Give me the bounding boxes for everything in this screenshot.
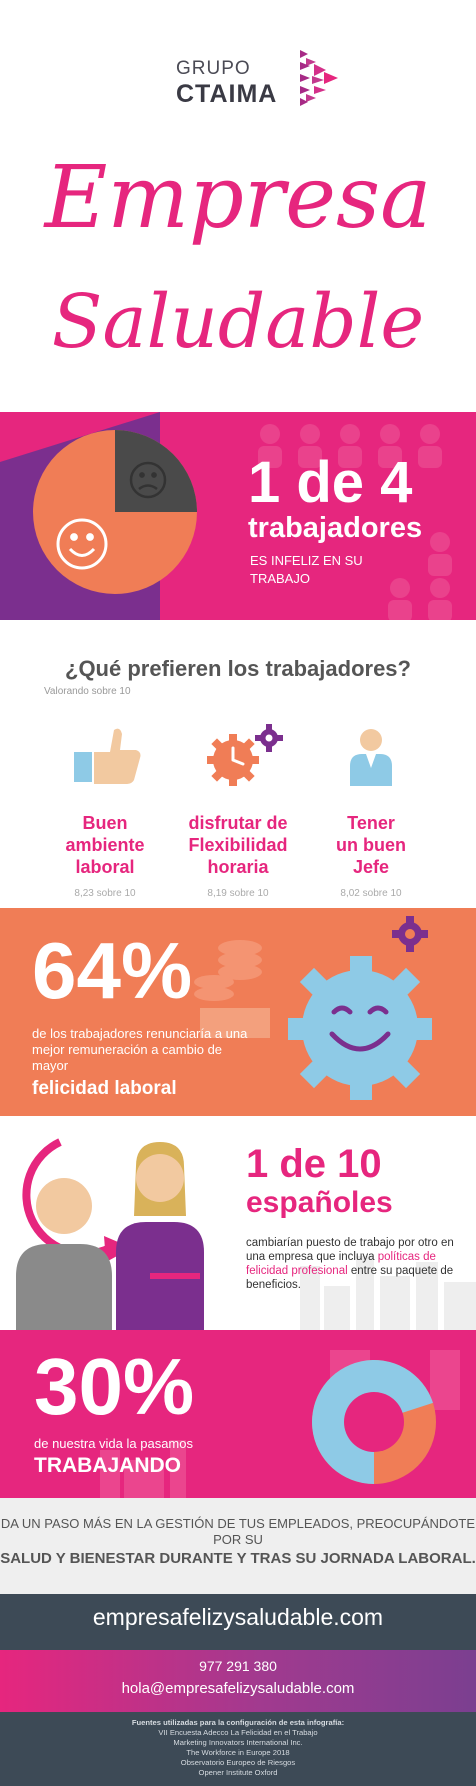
source-item: The Workforce in Europe 2018: [186, 1748, 290, 1757]
preference-score: 8,23 sobre 10: [74, 888, 136, 899]
preferences-title: ¿Qué prefieren los trabajadores?: [65, 656, 411, 681]
logo-line1: GRUPO: [176, 58, 251, 79]
section-background: [0, 412, 452, 620]
preference-label: disfrutar de Flexibilidad horaria: [188, 813, 288, 877]
email-link[interactable]: hola@empresafelizysaludable.com: [121, 1680, 355, 1697]
stat-4-emphasis: TRABAJANDO: [34, 1454, 181, 1477]
section-decoration: [100, 1350, 460, 1498]
logo: GRUPO CTAIMA: [176, 58, 277, 108]
section-decoration: [194, 916, 432, 1100]
preference-item: Buen ambiente laboral 8,23 sobre 10: [30, 716, 180, 899]
source-item: Observatorio Europeo de Riesgos: [180, 1758, 296, 1767]
stat-2-emphasis: felicidad laboral: [32, 1078, 177, 1099]
sources-list: Fuentes utilizadas para la configuración…: [0, 1718, 476, 1778]
stat-4-headline: 30%: [34, 1342, 195, 1431]
title-line1: Empresa: [44, 148, 432, 248]
stat-2-headline: 64%: [32, 926, 193, 1015]
preference-score: 8,02 sobre 10: [340, 888, 402, 899]
man-icon: [16, 1178, 112, 1330]
logo-line2: CTAIMA: [176, 80, 278, 108]
source-item: Opener Institute Oxford: [198, 1768, 278, 1777]
stat-1-detail: ES INFELIZ EN SU TRABAJO: [250, 553, 363, 586]
stat-3-highlight: políticas de felicidad profesional: [246, 1251, 436, 1277]
stat-1-subject: trabajadores: [248, 512, 423, 544]
workers-silhouettes-icon: [258, 424, 452, 620]
preference-item: Tener un buen Jefe 8,02 sobre 10: [296, 716, 446, 899]
sources-heading: Fuentes utilizadas para la configuración…: [131, 1718, 345, 1727]
stat-3-headline: 1 de 10: [246, 1142, 382, 1186]
source-item: Marketing Innovators International Inc.: [173, 1738, 303, 1747]
pie-unhappy-slice: [115, 430, 197, 512]
coins-icon: [194, 940, 270, 1038]
stat-2-text: de los trabajadores renunciaría a una me…: [32, 1026, 248, 1073]
stat-64: 64% de los trabajadores renunciaría a un…: [0, 908, 476, 1116]
website-banner: empresafelizysaludable.com: [0, 1594, 476, 1650]
stat-3-subject: españoles: [246, 1186, 393, 1219]
cta-line2: SALUD Y BIENESTAR DURANTE Y TRAS SU JORN…: [0, 1550, 476, 1567]
sad-face-icon: [129, 461, 167, 499]
section-decoration: [16, 1138, 476, 1330]
preference-label: Buen ambiente laboral: [65, 813, 145, 877]
boss-icon: [350, 729, 392, 786]
stat-4-sub: de nuestra vida la pasamos: [34, 1436, 193, 1451]
stat-30: 30% de nuestra vida la pasamos TRABAJAND…: [0, 1330, 476, 1498]
sources-footer: Fuentes utilizadas para la configuración…: [0, 1712, 476, 1786]
stat-1-de-4: 1 de 4 trabajadores ES INFELIZ EN SU TRA…: [0, 412, 476, 620]
stat-3-text-after: entre su paquete de beneficios.: [246, 1265, 454, 1291]
stat-3-text: cambiarían puesto de trabajo por otro en…: [246, 1236, 468, 1292]
call-to-action: DA UN PASO MÁS EN LA GESTIÓN DE TUS EMPL…: [0, 1498, 476, 1594]
woman-icon: [116, 1142, 204, 1330]
happy-face-icon: [56, 518, 108, 570]
stat-1-de-10: 1 de 10 españoles cambiarían puesto de t…: [0, 1116, 476, 1330]
preference-item: disfrutar de Flexibilidad horaria 8,19 s…: [163, 716, 313, 899]
cta-line1: DA UN PASO MÁS EN LA GESTIÓN DE TUS EMPL…: [0, 1516, 476, 1547]
contact-banner: 977 291 380 hola@empresafelizysaludable.…: [0, 1650, 476, 1712]
website-link[interactable]: empresafelizysaludable.com: [92, 1604, 384, 1630]
preferences-section: ¿Qué prefieren los trabajadores? Valoran…: [0, 620, 476, 908]
preference-score: 8,19 sobre 10: [207, 888, 269, 899]
thumbs-up-icon: [74, 728, 141, 784]
unhappy-pie-chart: [33, 430, 197, 594]
preferences-subtitle: Valorando sobre 10: [44, 686, 131, 697]
title-line2: Saludable: [51, 279, 425, 365]
source-item: VII Encuesta Adecco La Felicidad en el T…: [158, 1728, 318, 1737]
city-skyline-icon: [300, 1256, 476, 1330]
logo-mark-icon: [300, 50, 338, 106]
stat-1-headline: 1 de 4: [248, 450, 413, 515]
smiling-gear-icon: [288, 956, 432, 1100]
header: GRUPO CTAIMA Empresa Saludable: [0, 0, 476, 412]
stat-3-text-before: cambiarían puesto de trabajo por otro en…: [246, 1237, 454, 1263]
preference-label: Tener un buen Jefe: [336, 813, 406, 877]
gears-clock-icon: [207, 724, 283, 786]
phone-link[interactable]: 977 291 380: [199, 1658, 277, 1674]
time-donut-chart: [312, 1360, 436, 1484]
